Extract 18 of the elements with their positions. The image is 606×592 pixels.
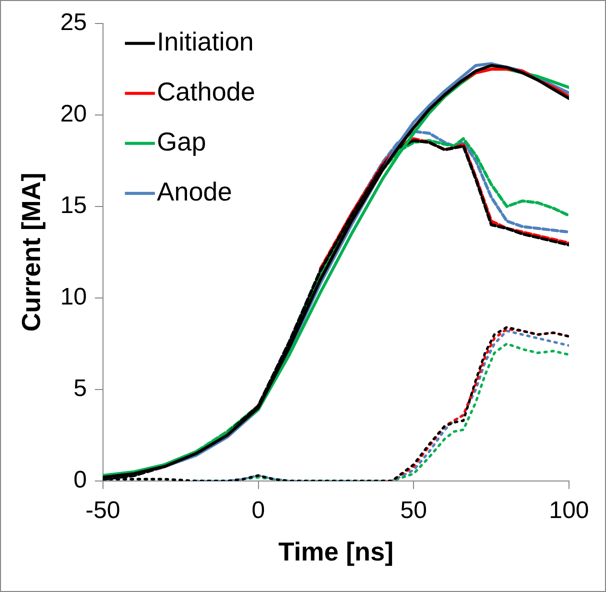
x-tick-label: 50 bbox=[400, 497, 427, 524]
y-tick-label: 5 bbox=[74, 375, 87, 402]
legend-label: Initiation bbox=[156, 26, 254, 57]
y-axis-title: Current [MA] bbox=[16, 172, 46, 332]
y-tick-label: 10 bbox=[60, 284, 87, 311]
line-series bbox=[318, 137, 569, 270]
x-tick-label: -50 bbox=[86, 497, 120, 524]
y-tick-label: 0 bbox=[74, 466, 87, 494]
legend-label: Anode bbox=[156, 176, 232, 207]
y-tick-label: 25 bbox=[60, 9, 87, 36]
line-series bbox=[194, 330, 569, 481]
y-tick-label: 15 bbox=[60, 192, 87, 220]
x-tick-label: 0 bbox=[252, 497, 265, 524]
y-tick-label: 20 bbox=[60, 100, 87, 128]
legend-label: Gap bbox=[156, 126, 206, 157]
x-tick-label: 100 bbox=[548, 497, 590, 524]
legend-label: Cathode bbox=[156, 76, 256, 107]
x-axis-title: Time [ns] bbox=[278, 536, 394, 567]
